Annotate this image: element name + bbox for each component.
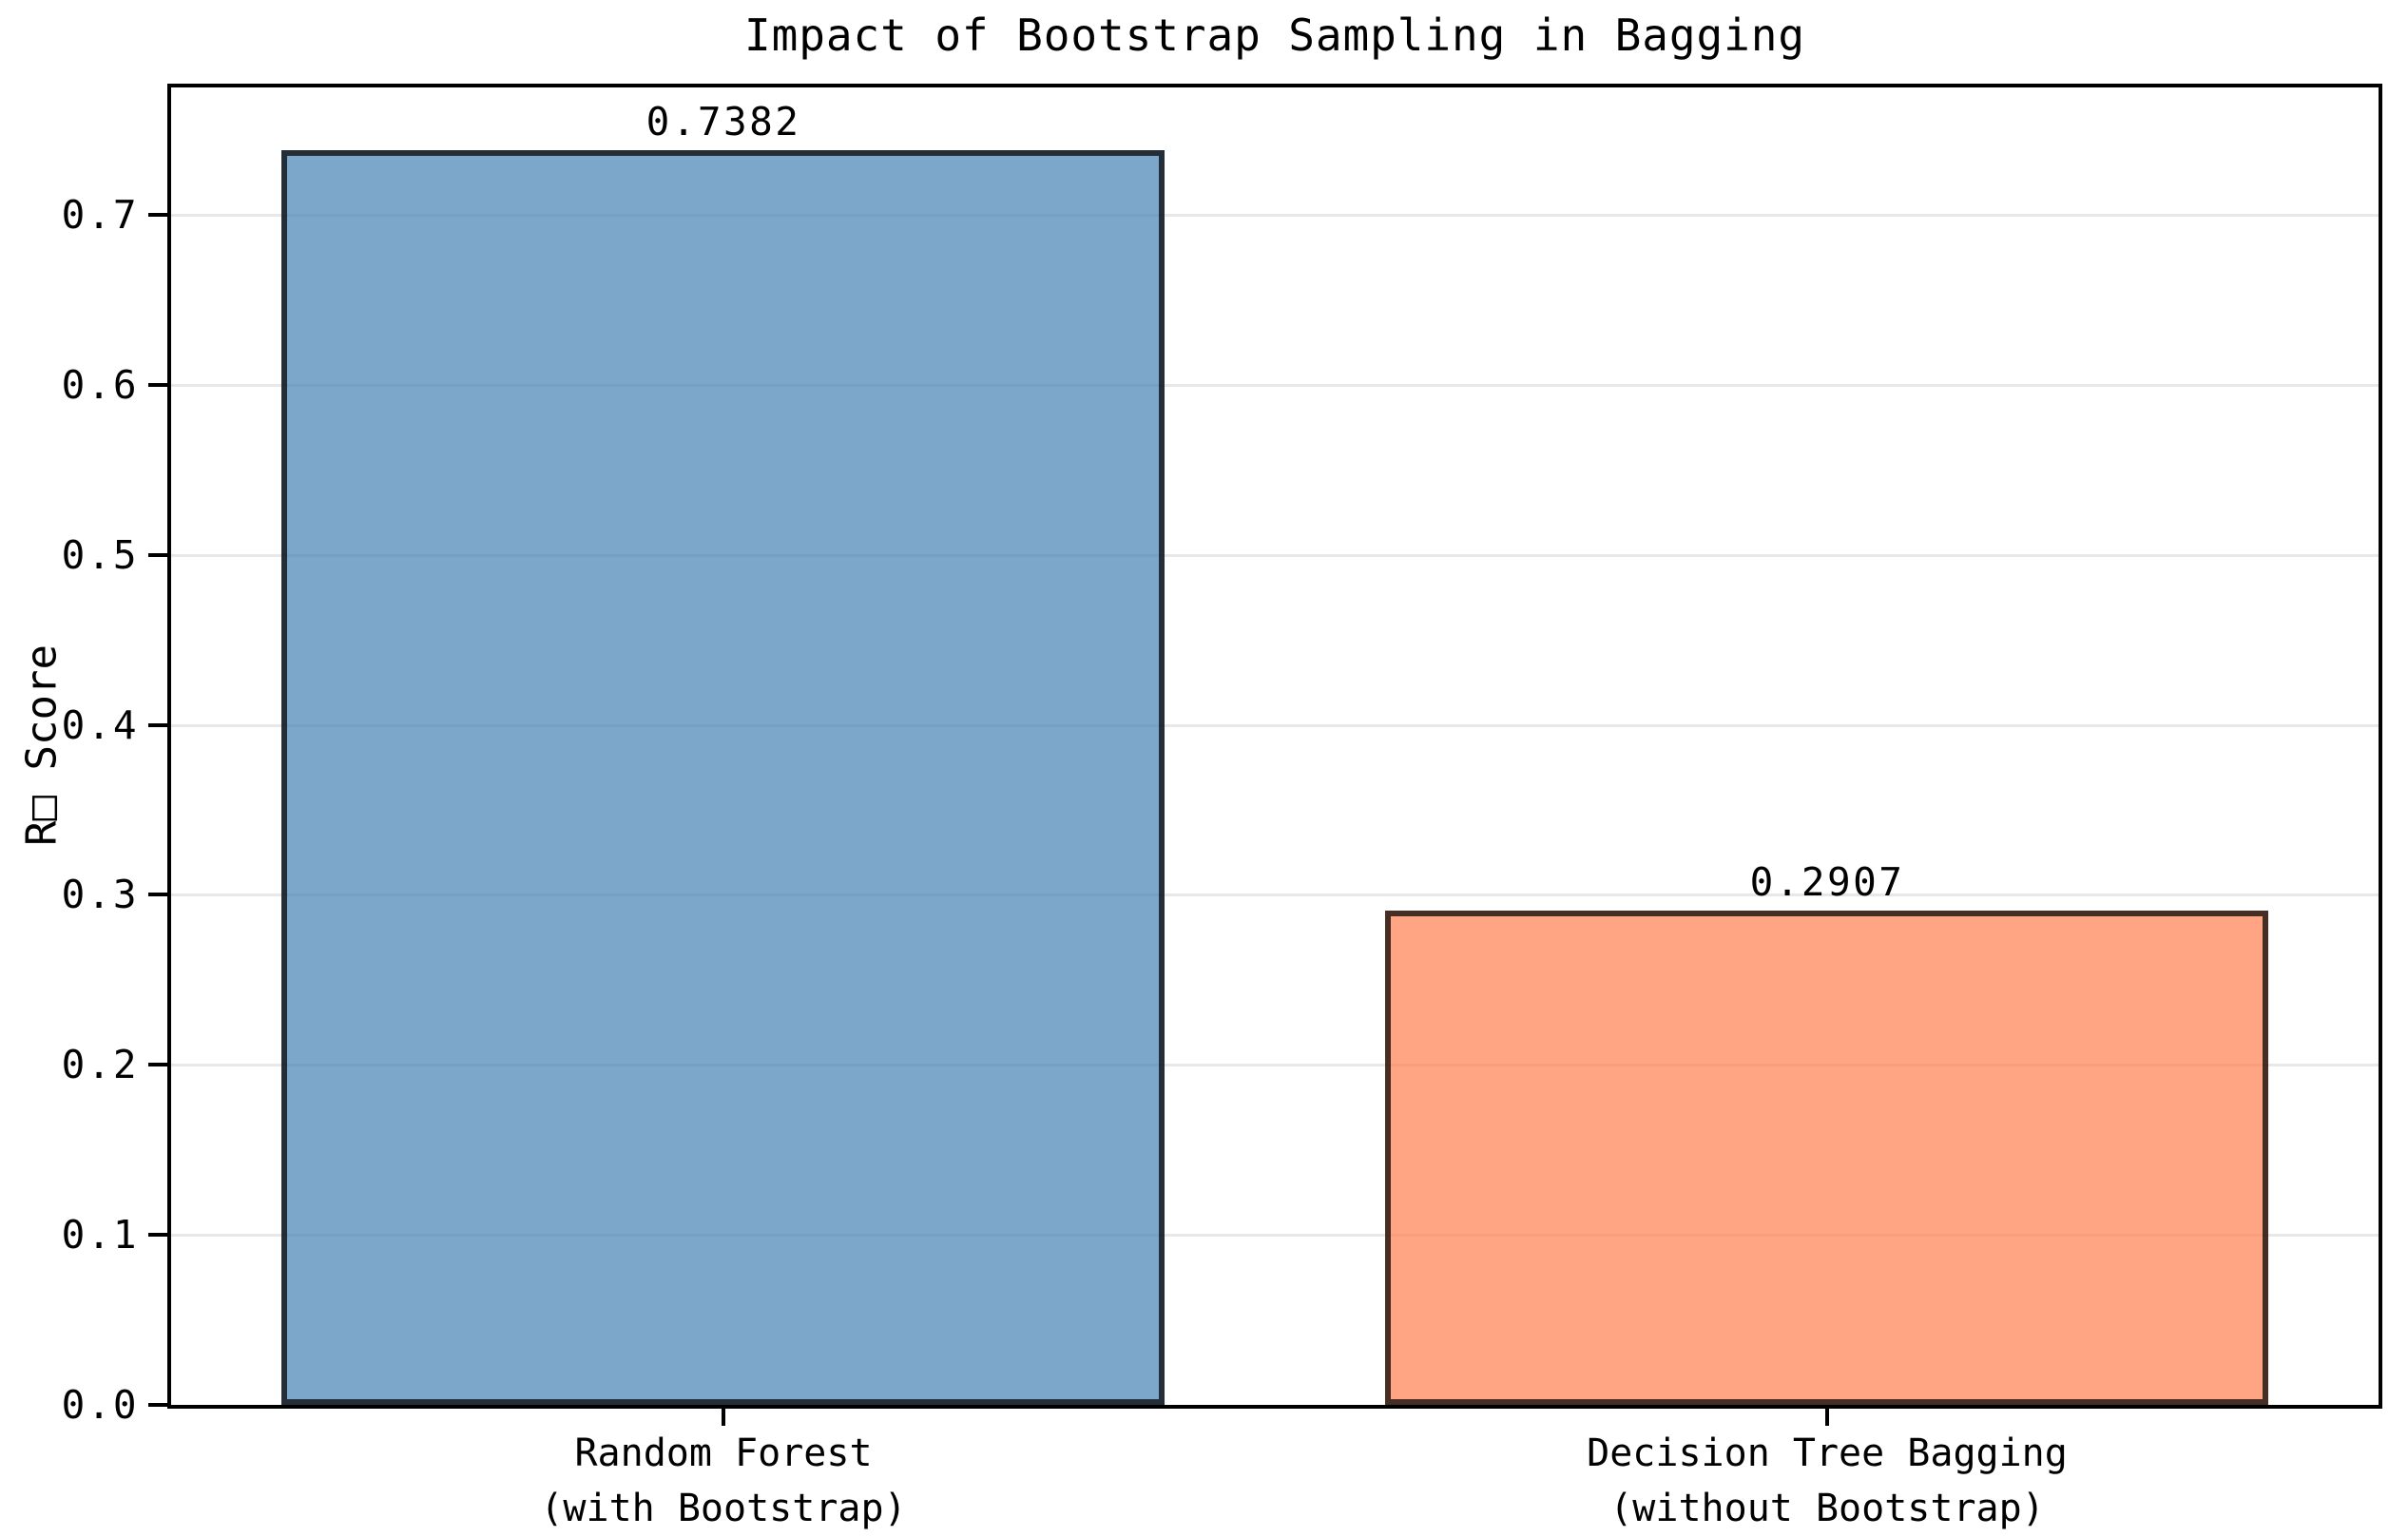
bar xyxy=(1385,911,2268,1405)
grid-line xyxy=(171,554,2379,557)
y-tick-mark xyxy=(148,1233,167,1237)
y-tick-mark xyxy=(148,1403,167,1407)
bar xyxy=(281,150,1165,1405)
y-tick-mark xyxy=(148,893,167,896)
grid-line xyxy=(171,1234,2379,1237)
bar-value-label: 0.2907 xyxy=(1749,859,1905,905)
grid-line xyxy=(171,1064,2379,1066)
grid-line xyxy=(171,893,2379,896)
chart-title: Impact of Bootstrap Sampling in Bagging xyxy=(744,10,1805,61)
y-tick-label: 0.7 xyxy=(61,192,139,238)
plot-area xyxy=(167,84,2382,1409)
bar-value-label: 0.7382 xyxy=(645,99,801,144)
y-tick-label: 0.6 xyxy=(61,362,139,408)
grid-line xyxy=(171,724,2379,727)
y-tick-mark xyxy=(148,553,167,557)
grid-line xyxy=(171,384,2379,387)
x-tick-mark xyxy=(1825,1409,1829,1426)
grid-line xyxy=(171,214,2379,217)
y-tick-mark xyxy=(148,723,167,727)
y-tick-mark xyxy=(148,1063,167,1066)
y-tick-mark xyxy=(148,383,167,387)
x-tick-mark xyxy=(722,1409,725,1426)
y-tick-label: 0.1 xyxy=(61,1212,139,1258)
y-tick-label: 0.3 xyxy=(61,872,139,917)
y-tick-label: 0.2 xyxy=(61,1042,139,1087)
y-tick-label: 0.5 xyxy=(61,532,139,578)
y-tick-mark xyxy=(148,213,167,217)
x-tick-label: Random Forest (with Bootstrap) xyxy=(540,1431,907,1530)
y-tick-label: 0.4 xyxy=(61,702,139,748)
y-tick-label: 0.0 xyxy=(61,1382,139,1428)
x-tick-label: Decision Tree Bagging (without Bootstrap… xyxy=(1587,1431,2068,1530)
